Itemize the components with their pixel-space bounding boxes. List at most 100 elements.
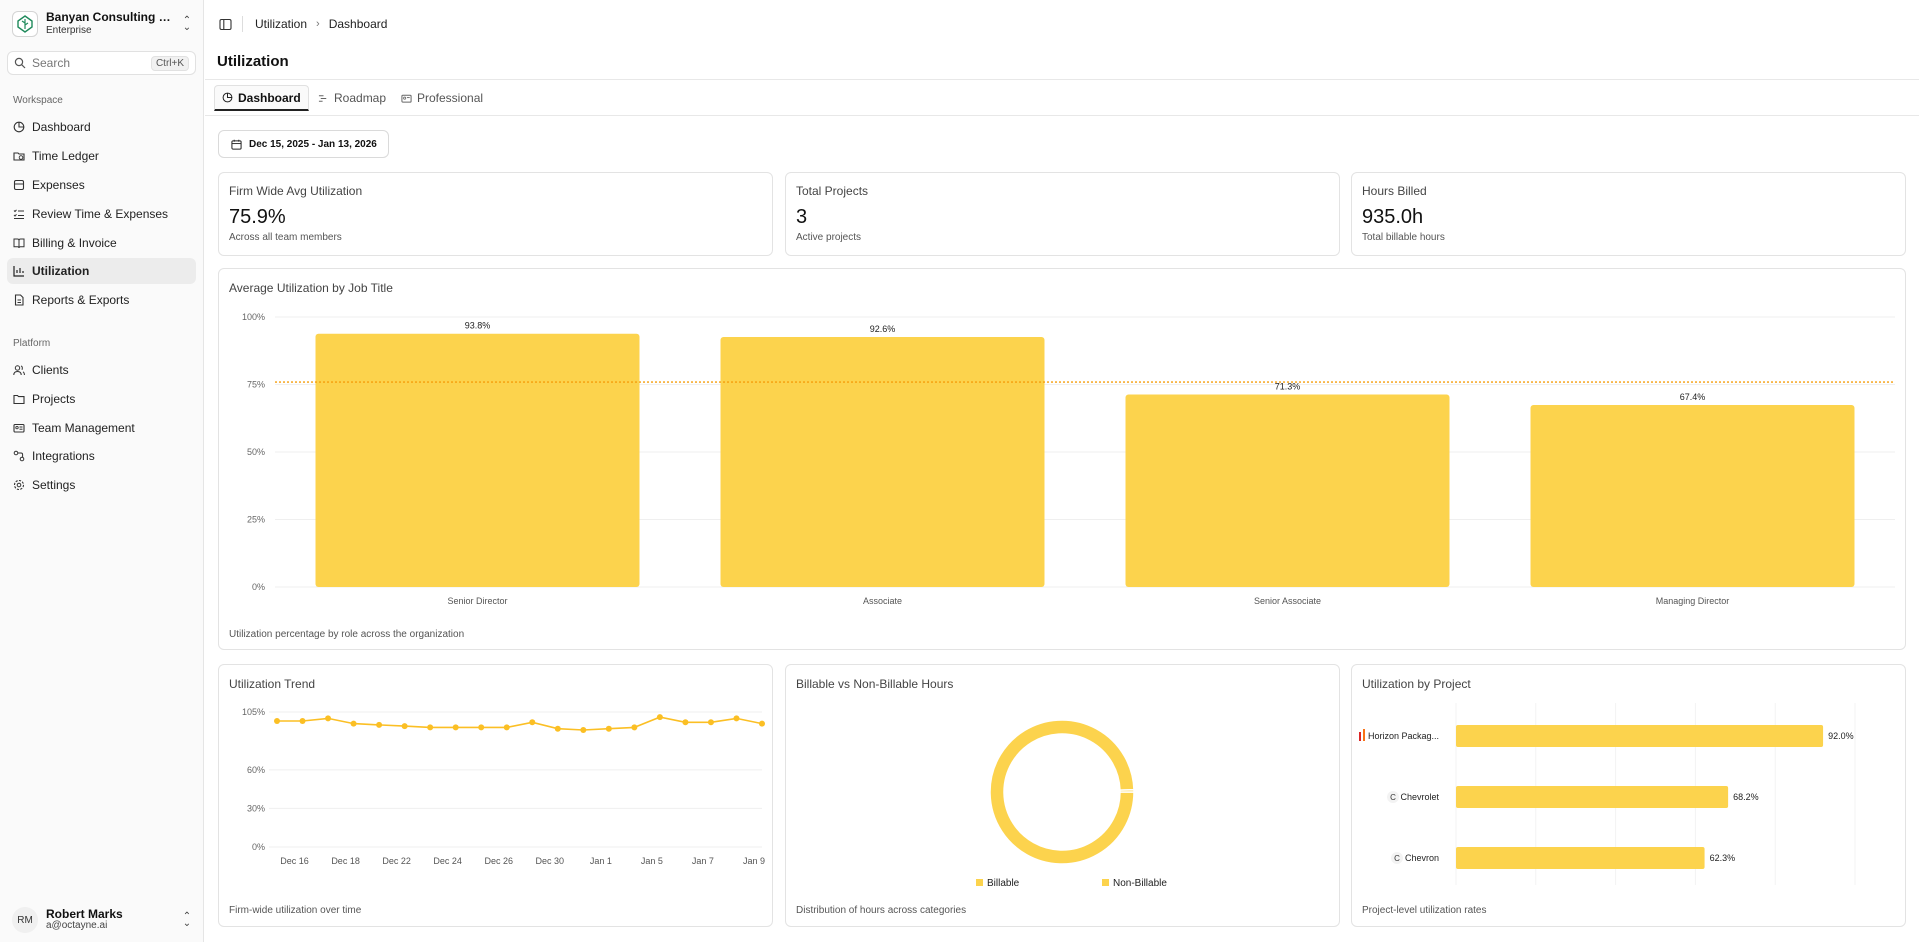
sidebar-item-label: Review Time & Expenses	[32, 207, 169, 221]
data-point	[707, 719, 714, 726]
x-tick-label: Jan 7	[692, 856, 714, 866]
x-tick-label: Associate	[863, 596, 902, 606]
data-point	[274, 718, 280, 724]
sidebar-item-label: Settings	[32, 478, 76, 492]
legend-label: Billable	[987, 878, 1020, 889]
sidebar-item-billing[interactable]: Billing & Invoice	[7, 230, 196, 256]
sidebar-item-utilization[interactable]: Utilization	[7, 258, 196, 284]
kpi-title: Hours Billed	[1362, 184, 1427, 198]
kpi-subtitle: Across all team members	[229, 232, 342, 243]
kpi-value: 935.0h	[1362, 206, 1424, 228]
legend-swatch	[1102, 879, 1109, 886]
data-point	[325, 715, 332, 722]
id-card-icon	[13, 422, 25, 434]
sidebar-item-integrations[interactable]: Integrations	[7, 443, 196, 469]
chart-footer: Firm-wide utilization over time	[229, 905, 362, 916]
top-bar: Utilization › Dashboard	[205, 0, 1919, 48]
platform-label: Platform	[13, 338, 51, 349]
tab-roadmap[interactable]: Roadmap	[311, 85, 393, 111]
kpi-card-hours: Hours Billed 935.0h Total billable hours	[1351, 172, 1906, 256]
bar-value-label: 92.0%	[1828, 731, 1854, 741]
x-tick-label: Jan 5	[641, 856, 663, 866]
org-logo-icon	[12, 11, 38, 37]
data-point	[401, 723, 408, 730]
sidebar-item-reports[interactable]: Reports & Exports	[7, 287, 196, 313]
data-point	[682, 719, 689, 726]
divider	[205, 79, 1919, 80]
data-point	[631, 724, 638, 731]
project-logo-icon	[1359, 732, 1361, 741]
workspace-label: Workspace	[13, 95, 63, 106]
pie-slice	[1119, 788, 1135, 793]
data-point	[299, 718, 306, 724]
x-tick-label: Dec 22	[382, 856, 411, 866]
sidebar-item-dashboard[interactable]: Dashboard	[7, 114, 196, 140]
x-tick-label: Jan 9	[743, 856, 765, 866]
breadcrumb-current: Dashboard	[328, 17, 388, 31]
avatar: RM	[12, 907, 38, 933]
y-tick-label: Chevrolet	[1400, 792, 1439, 802]
data-point	[554, 725, 561, 732]
data-point	[656, 714, 663, 721]
y-tick-label: 75%	[247, 380, 265, 390]
user-menu[interactable]: RM Robert Marks a@octayne.ai ⌃ ⌄	[12, 905, 194, 935]
kpi-value: 3	[796, 206, 808, 228]
search-input[interactable]: Search Ctrl+K	[7, 51, 196, 75]
bar	[315, 333, 640, 587]
tab-dashboard[interactable]: Dashboard	[214, 85, 309, 111]
sidebar-item-review[interactable]: Review Time & Expenses	[7, 201, 196, 227]
client-badge	[1391, 852, 1403, 864]
bar-value-label: 93.8%	[465, 321, 491, 331]
sidebar-item-clients[interactable]: Clients	[7, 357, 196, 383]
receipt-icon	[13, 179, 25, 191]
chart-footer: Distribution of hours across categories	[796, 905, 967, 916]
roadmap-icon	[318, 93, 329, 104]
data-point	[452, 724, 459, 731]
sidebar-item-time-ledger[interactable]: Time Ledger	[7, 143, 196, 169]
pie-slice	[989, 719, 1135, 865]
project-logo-icon	[1363, 729, 1365, 741]
sidebar-item-team-management[interactable]: Team Management	[7, 415, 196, 441]
tab-label: Dashboard	[238, 90, 301, 105]
data-point	[503, 724, 510, 731]
data-point	[605, 725, 612, 732]
kpi-value: 75.9%	[229, 206, 286, 228]
plug-icon	[13, 450, 25, 462]
bar	[1456, 725, 1824, 747]
y-tick-label: Chevron	[1405, 853, 1439, 863]
org-switcher[interactable]: Banyan Consulting Group Enterprise ⌃⌄	[12, 9, 194, 39]
y-tick-label: 30%	[247, 803, 265, 813]
data-point	[733, 715, 740, 722]
kpi-title: Total Projects	[796, 184, 869, 198]
job-title-bar-chart: 0% 25% 50% 75% 100% 93.8% Senior Director 92.6%…	[242, 312, 1895, 606]
file-icon	[13, 294, 25, 306]
x-tick-label: Dec 16	[280, 856, 309, 866]
utilization-trend-chart: 0% 30% 60% 105% Dec 16 Dec 18 Dec 22 Dec 24 Dec …	[242, 707, 765, 866]
date-range-picker[interactable]: Dec 15, 2025 - Jan 13, 2026	[218, 130, 389, 158]
kpi-title: Firm Wide Avg Utilization	[229, 184, 363, 198]
tab-label: Professional	[417, 91, 484, 105]
bar-value-label: 67.4%	[1680, 392, 1706, 402]
tab-professional[interactable]: Professional	[394, 85, 490, 111]
chevron-updown-icon: ⌃ ⌄	[182, 15, 192, 33]
y-tick-label: 50%	[247, 447, 265, 457]
folder-clock-icon	[13, 150, 25, 162]
sidebar-item-projects[interactable]: Projects	[7, 386, 196, 412]
sidebar-toggle-icon[interactable]	[219, 18, 232, 31]
sidebar-item-label: Projects	[32, 392, 76, 406]
book-icon	[13, 237, 25, 249]
chart-title: Utilization Trend	[229, 677, 316, 691]
y-tick-label: 60%	[247, 765, 265, 775]
org-plan: Enterprise	[46, 25, 92, 36]
org-name: Banyan Consulting Group	[46, 11, 172, 24]
bar	[720, 336, 1045, 587]
legend-swatch	[976, 879, 983, 886]
breadcrumb-parent[interactable]: Utilization	[255, 17, 308, 31]
sidebar-item-settings[interactable]: Settings	[7, 472, 196, 498]
trend-line	[277, 716, 763, 731]
client-badge-letter: C	[1390, 793, 1396, 802]
user-name: Robert Marks	[46, 907, 123, 921]
y-tick-label: 105%	[242, 707, 265, 717]
sidebar-item-expenses[interactable]: Expenses	[7, 172, 196, 198]
breadcrumb: Utilization › Dashboard	[255, 17, 387, 31]
